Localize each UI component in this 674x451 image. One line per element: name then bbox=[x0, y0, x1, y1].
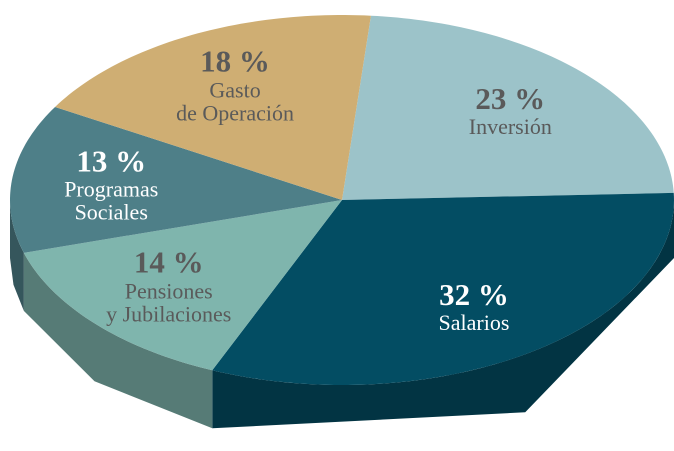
slice bbox=[212, 192, 674, 385]
category-label: Pensiones y Jubilaciones bbox=[106, 278, 232, 327]
value-label: 23 % bbox=[475, 80, 546, 116]
slice-label: 13 % Programas Sociales bbox=[64, 145, 158, 224]
category-label: Programas Sociales bbox=[64, 176, 159, 225]
value-label: 14 % bbox=[133, 244, 204, 280]
slice-label: 23 % Inversión bbox=[468, 80, 552, 140]
value-label: 32 % bbox=[439, 276, 509, 312]
value-label: 18 % bbox=[200, 43, 270, 79]
slice-label: 18 % Gasto de Operación bbox=[176, 43, 294, 126]
slice bbox=[55, 15, 371, 201]
slice-side bbox=[212, 200, 674, 429]
slice-side bbox=[23, 252, 213, 429]
slice bbox=[10, 106, 342, 253]
category-label: Gasto de Operación bbox=[176, 77, 294, 126]
slice-label: 14 % Pensiones y Jubilaciones bbox=[106, 244, 232, 327]
value-label: 13 % bbox=[76, 143, 147, 179]
slice bbox=[23, 200, 343, 371]
slice-side bbox=[10, 200, 24, 311]
category-label: Salarios bbox=[438, 310, 510, 336]
category-label: Inversión bbox=[468, 114, 552, 140]
slice bbox=[342, 15, 674, 201]
slice-label: 32 % Salarios bbox=[438, 276, 510, 336]
